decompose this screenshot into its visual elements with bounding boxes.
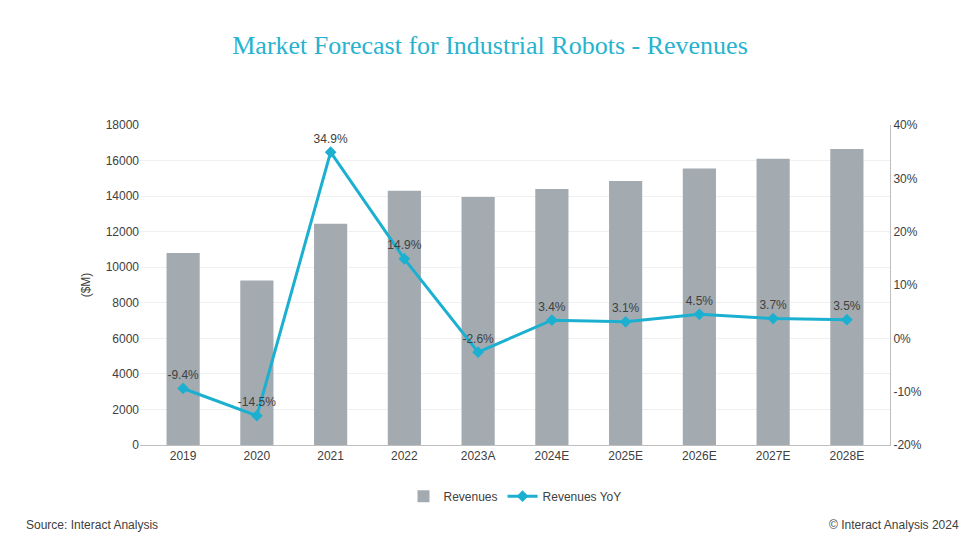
- svg-text:3.1%: 3.1%: [612, 301, 640, 315]
- svg-text:Source: Interact Analysis: Source: Interact Analysis: [26, 518, 158, 532]
- svg-text:30%: 30%: [893, 172, 917, 186]
- svg-text:14.9%: 14.9%: [387, 238, 421, 252]
- svg-text:3.7%: 3.7%: [759, 298, 787, 312]
- svg-text:-20%: -20%: [893, 438, 921, 452]
- svg-text:-9.4%: -9.4%: [167, 368, 199, 382]
- svg-text:2027E: 2027E: [756, 449, 791, 463]
- svg-text:-10%: -10%: [893, 385, 921, 399]
- svg-text:3.5%: 3.5%: [833, 299, 861, 313]
- svg-text:2020: 2020: [244, 449, 271, 463]
- svg-text:3.4%: 3.4%: [538, 300, 566, 314]
- svg-text:16000: 16000: [106, 154, 140, 168]
- svg-text:-2.6%: -2.6%: [462, 332, 494, 346]
- svg-text:-14.5%: -14.5%: [238, 395, 276, 409]
- svg-text:2025E: 2025E: [608, 449, 643, 463]
- svg-text:10000: 10000: [106, 260, 140, 274]
- svg-text:4.5%: 4.5%: [686, 294, 714, 308]
- svg-text:40%: 40%: [893, 118, 917, 132]
- svg-text:Market Forecast for Industrial: Market Forecast for Industrial Robots - …: [232, 31, 748, 60]
- svg-text:2019: 2019: [170, 449, 197, 463]
- svg-text:Revenues: Revenues: [444, 490, 498, 504]
- svg-text:2022: 2022: [391, 449, 418, 463]
- svg-text:20%: 20%: [893, 225, 917, 239]
- svg-text:12000: 12000: [106, 225, 140, 239]
- svg-text:0%: 0%: [893, 332, 911, 346]
- svg-text:© Interact Analysis 2024: © Interact Analysis 2024: [829, 518, 959, 532]
- svg-text:18000: 18000: [106, 118, 140, 132]
- svg-text:6000: 6000: [112, 332, 139, 346]
- svg-text:2024E: 2024E: [535, 449, 570, 463]
- svg-text:2028E: 2028E: [830, 449, 865, 463]
- svg-text:2021: 2021: [317, 449, 344, 463]
- svg-text:0: 0: [132, 438, 139, 452]
- svg-text:($M): ($M): [79, 273, 93, 298]
- svg-text:8000: 8000: [112, 296, 139, 310]
- svg-text:Revenues YoY: Revenues YoY: [543, 490, 622, 504]
- svg-text:2026E: 2026E: [682, 449, 717, 463]
- svg-text:2023A: 2023A: [461, 449, 496, 463]
- svg-text:4000: 4000: [112, 367, 139, 381]
- svg-text:2000: 2000: [112, 403, 139, 417]
- svg-text:34.9%: 34.9%: [314, 132, 348, 146]
- svg-text:10%: 10%: [893, 278, 917, 292]
- svg-text:14000: 14000: [106, 189, 140, 203]
